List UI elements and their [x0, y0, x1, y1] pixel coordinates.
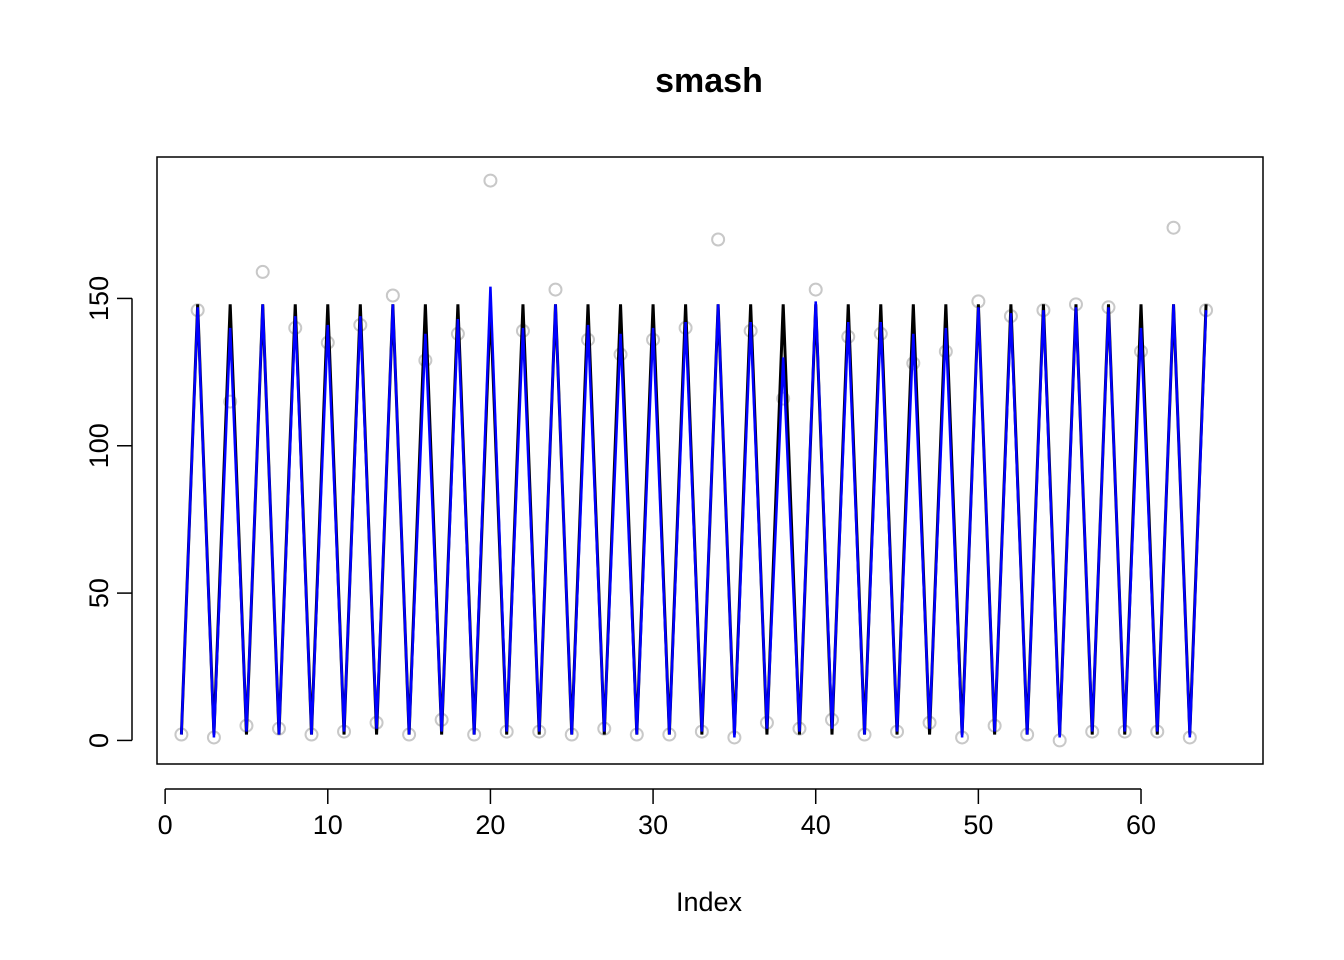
data-point	[255, 264, 270, 279]
data-point	[483, 173, 498, 188]
x-tick-label: 10	[313, 810, 343, 840]
y-tick-label: 100	[84, 423, 114, 468]
chart-title: smash	[655, 62, 763, 100]
data-layer	[174, 173, 1214, 748]
x-axis: 0 10 20 30 40 50 60	[158, 788, 1156, 840]
x-tick-label: 20	[475, 810, 505, 840]
data-point	[1166, 220, 1181, 235]
series-line-estimate	[180, 286, 1208, 738]
x-tick-label: 40	[801, 810, 831, 840]
x-axis-label: Index	[676, 887, 743, 917]
x-tick-label: 50	[963, 810, 993, 840]
data-point	[711, 232, 726, 247]
plot-frame	[156, 156, 1264, 765]
y-tick-label: 50	[84, 578, 114, 608]
data-point	[385, 288, 400, 303]
y-tick-label: 0	[84, 733, 114, 748]
x-tick-label: 60	[1126, 810, 1156, 840]
y-tick-label: 150	[84, 276, 114, 321]
data-point	[776, 391, 791, 406]
y-axis: 0 50 100 150	[84, 276, 133, 748]
data-point	[223, 394, 238, 409]
data-point	[808, 282, 823, 297]
x-tick-label: 0	[158, 810, 173, 840]
x-tick-label: 30	[638, 810, 668, 840]
data-point	[548, 282, 563, 297]
